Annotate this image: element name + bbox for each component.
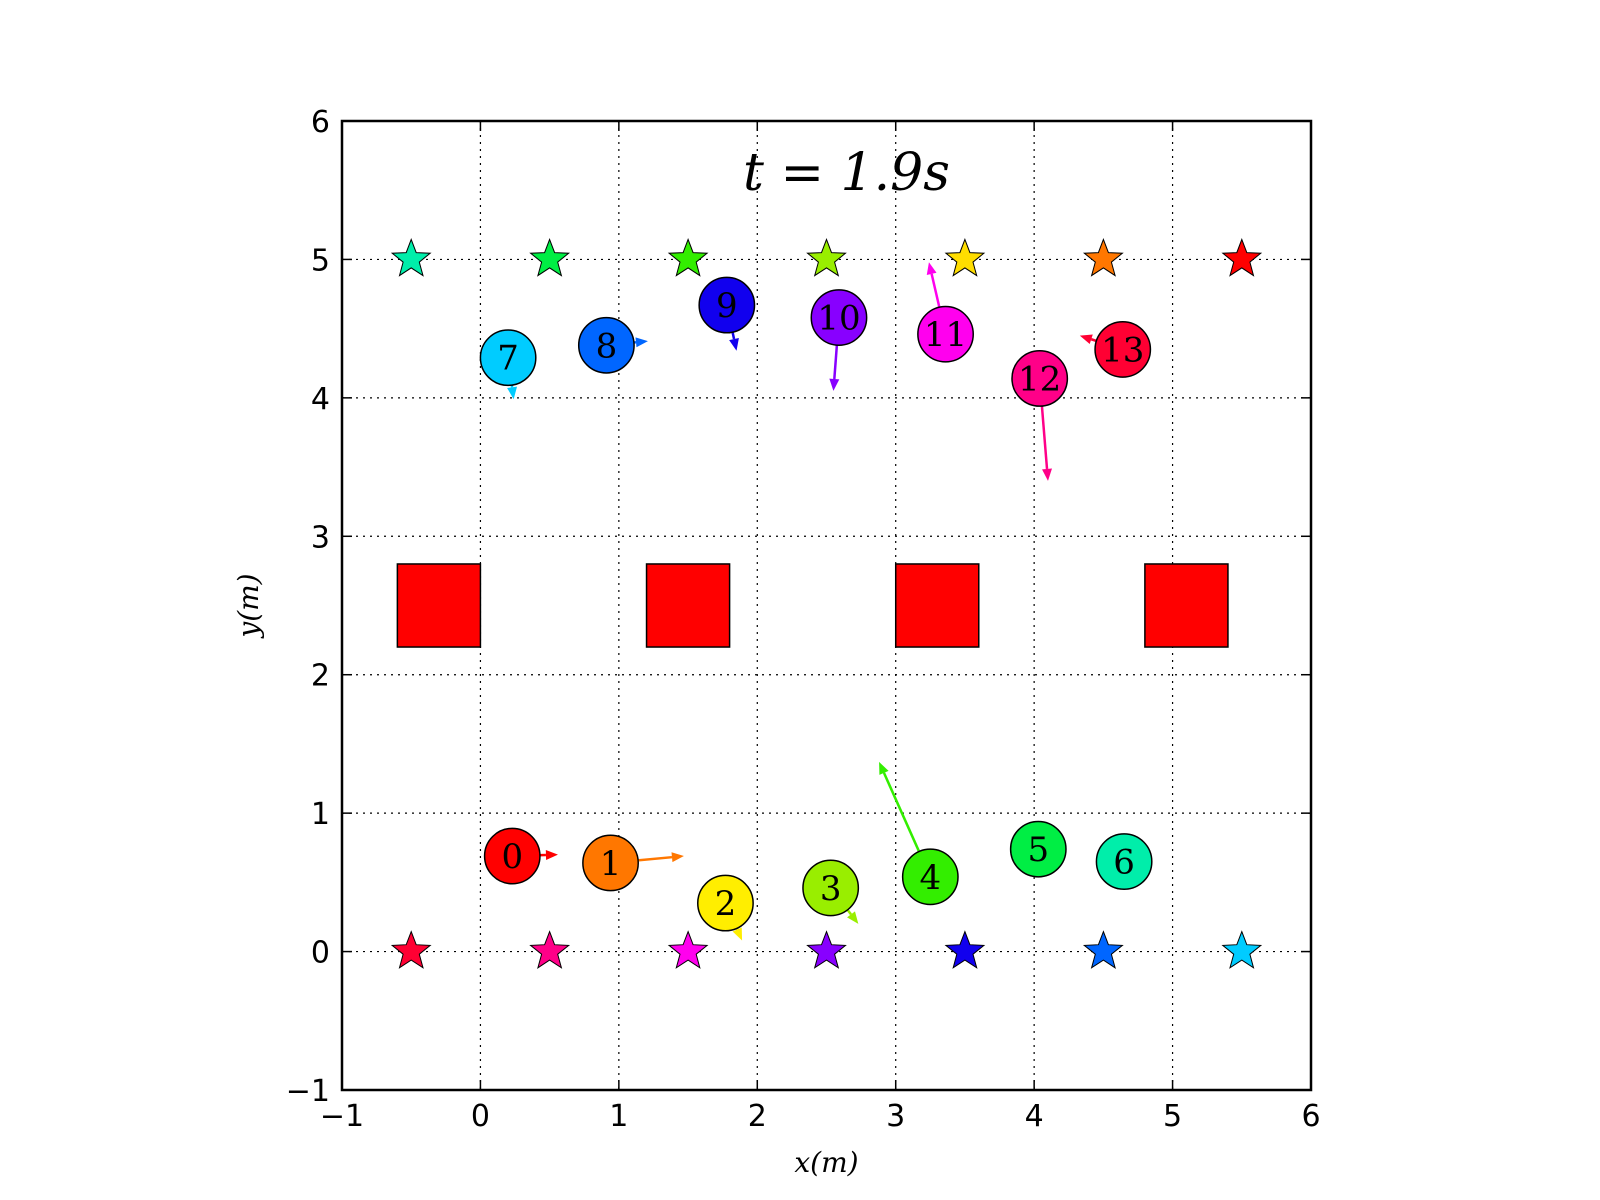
goal-star-icon <box>1221 237 1263 277</box>
agent-circle <box>1095 833 1153 891</box>
agent-circle <box>1009 820 1067 878</box>
agent-label: 3 <box>820 869 842 909</box>
goal-star-icon <box>944 237 986 277</box>
y-tick-label: −1 <box>286 1074 330 1109</box>
x-tick-label: 5 <box>1163 1099 1182 1134</box>
agent-label: 1 <box>600 844 622 884</box>
y-tick-label: 4 <box>311 382 330 417</box>
plot-frame <box>340 119 1313 1092</box>
goal-star-icon <box>806 237 847 277</box>
velocity-arrowhead <box>1042 468 1052 481</box>
goal-star-icon <box>806 930 847 969</box>
x-tick-label: 4 <box>1025 1099 1044 1134</box>
y-tick-label: 5 <box>311 243 330 278</box>
velocity-arrowhead <box>671 852 684 863</box>
goal-star-icon <box>667 237 709 277</box>
agent-circle <box>810 289 868 347</box>
velocity-arrowhead <box>729 338 739 351</box>
x-tick-label: 0 <box>471 1099 490 1134</box>
agent-label: 8 <box>596 326 618 366</box>
agent-label: 11 <box>924 315 967 355</box>
agent-label: 7 <box>497 339 519 379</box>
y-tick-label: 1 <box>311 797 330 832</box>
agent-circle <box>1011 350 1069 407</box>
obstacle-square <box>1144 563 1229 648</box>
goal-star-icon <box>1082 237 1124 277</box>
velocity-arrowhead <box>829 378 840 391</box>
agent-label: 13 <box>1101 330 1144 370</box>
agent-label: 9 <box>716 286 738 326</box>
velocity-arrowhead <box>847 911 859 924</box>
x-tick-label: 1 <box>609 1099 628 1134</box>
obstacle-square <box>396 563 482 648</box>
agent-circle <box>1094 320 1152 378</box>
obstacle-square <box>645 563 731 648</box>
agent-circle <box>802 859 860 917</box>
y-tick-label: 6 <box>311 105 330 140</box>
x-tick-label: 2 <box>748 1099 767 1134</box>
obstacle-square <box>894 563 980 648</box>
goal-star-icon <box>390 237 432 277</box>
agent-label: 10 <box>817 299 860 339</box>
velocity-arrowhead <box>635 337 648 348</box>
agent-circle <box>582 834 639 892</box>
goal-star-icon <box>667 930 709 969</box>
agent-circle <box>697 874 754 932</box>
agent-label: 5 <box>1027 830 1049 870</box>
y-axis-label: y(m) <box>232 573 265 639</box>
agent-circle <box>577 316 635 374</box>
agent-label: 2 <box>715 884 737 924</box>
agent-label: 12 <box>1018 359 1061 399</box>
chart-title: t = 1.9s <box>743 143 950 203</box>
x-tick-label: −1 <box>320 1099 364 1134</box>
goal-markers <box>390 237 1263 969</box>
x-axis-label: x(m) <box>794 1146 858 1179</box>
y-tick-label: 0 <box>311 936 330 971</box>
velocity-arrowhead <box>732 927 743 941</box>
obstacles <box>396 563 1229 648</box>
goal-star-icon <box>390 930 432 969</box>
agent-label: 4 <box>920 858 942 898</box>
y-tick-label: 2 <box>311 659 330 694</box>
velocity-arrowhead <box>545 850 558 861</box>
goal-star-icon <box>1221 930 1263 969</box>
x-tick-label: 6 <box>1301 1099 1320 1134</box>
agent-circle <box>698 276 756 334</box>
agent-circle <box>917 305 974 363</box>
goal-star-icon <box>944 930 986 969</box>
agent-circle <box>483 827 541 885</box>
x-tick-label: 3 <box>886 1099 905 1134</box>
velocity-arrowhead <box>879 761 889 775</box>
velocity-arrowhead <box>507 386 518 400</box>
agent-circle <box>901 848 959 906</box>
y-tick-label: 3 <box>311 520 330 555</box>
agent-label: 0 <box>501 837 523 877</box>
goal-star-icon <box>529 237 571 277</box>
goal-star-icon <box>1082 930 1124 969</box>
velocity-arrowhead <box>1079 334 1093 345</box>
goal-star-icon <box>529 930 571 969</box>
velocity-arrowhead <box>926 262 937 276</box>
agent-label: 6 <box>1113 843 1135 883</box>
agent-circle <box>479 329 537 387</box>
